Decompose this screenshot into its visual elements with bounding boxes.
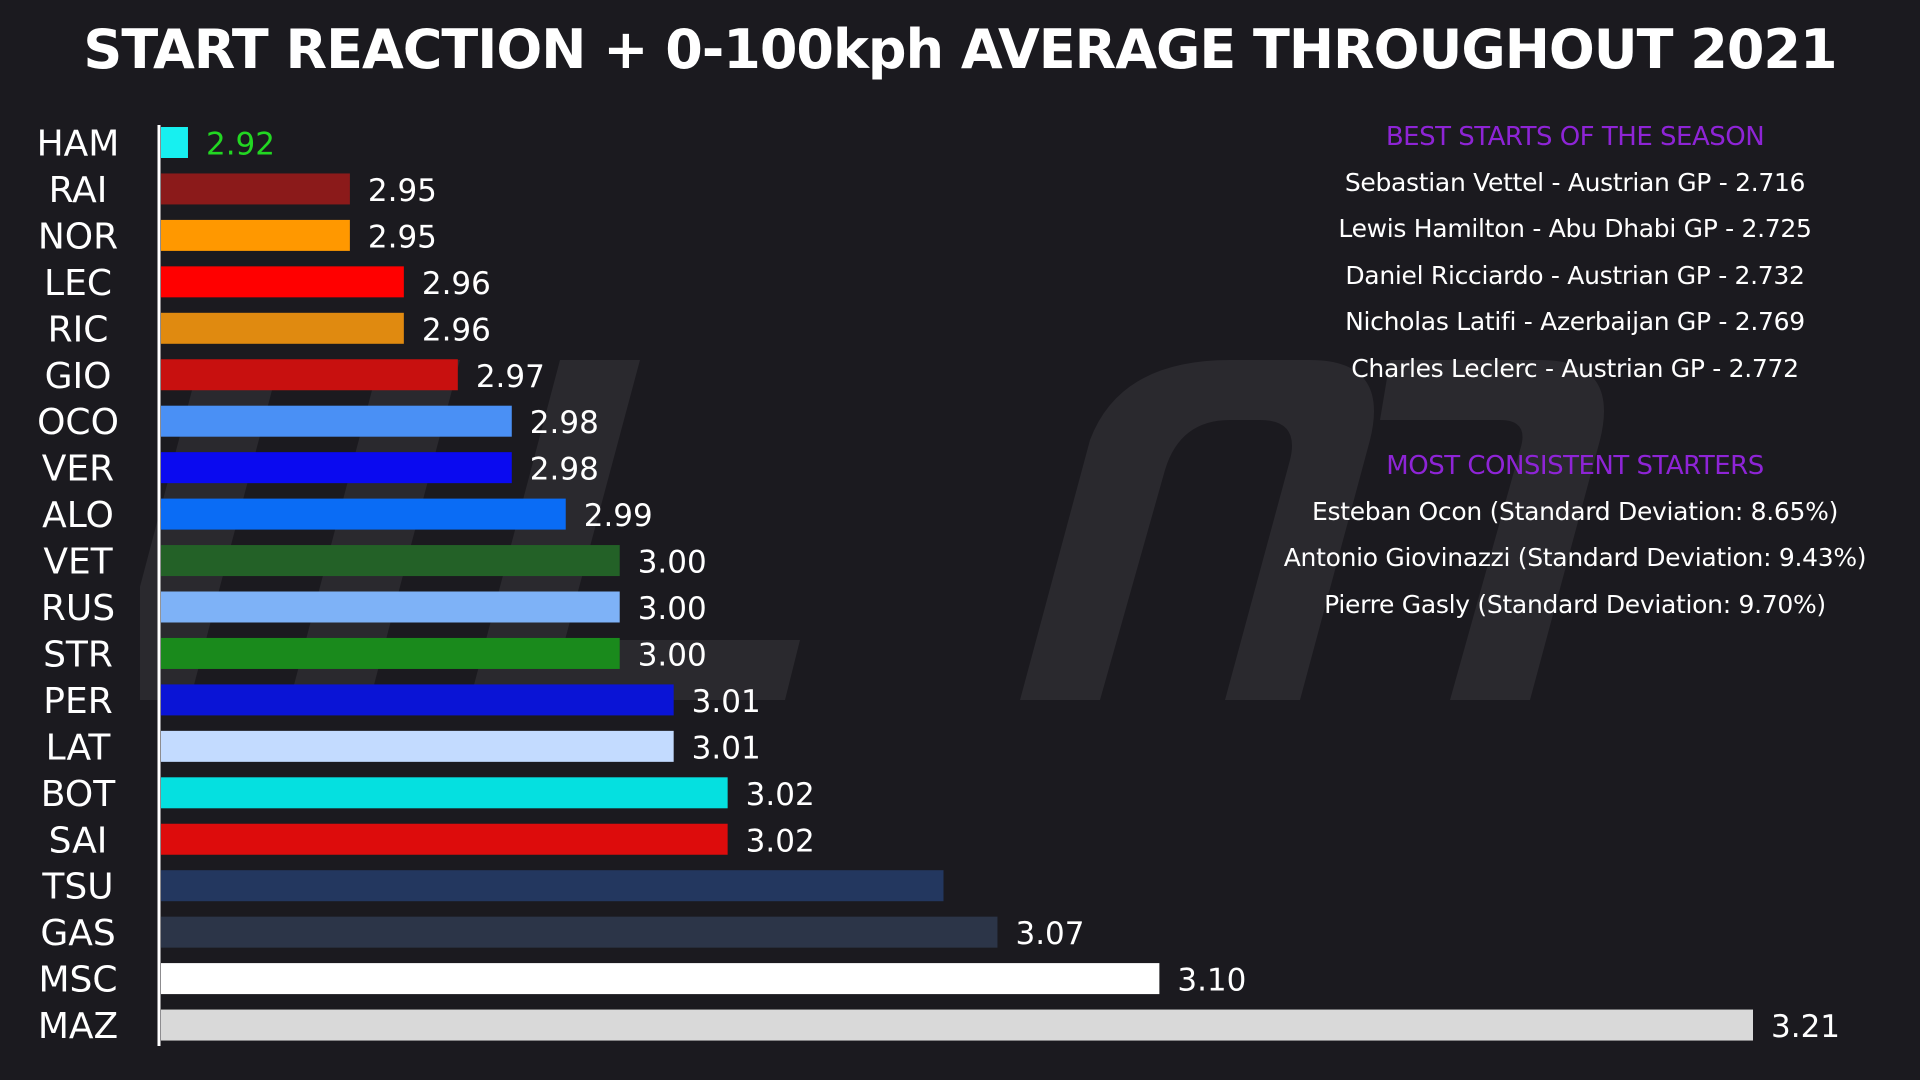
- best-start-item: Nicholas Latifi - Azerbaijan GP - 2.769: [1345, 307, 1805, 337]
- bar-per: [161, 684, 674, 716]
- value-label: 3.21: [1771, 1009, 1840, 1045]
- value-label: 2.97: [476, 359, 545, 395]
- category-label: RUS: [41, 588, 115, 629]
- bar-maz: [161, 1009, 1753, 1041]
- bar-tsu: [161, 870, 944, 902]
- category-label: GIO: [45, 356, 112, 397]
- consistent-starter-item: Esteban Ocon (Standard Deviation: 8.65%): [1311, 497, 1839, 526]
- category-label: STR: [43, 634, 113, 675]
- category-label: OCO: [37, 402, 119, 443]
- category-label: BOT: [41, 774, 116, 815]
- category-label: SAI: [49, 820, 108, 861]
- consistent-starter-item: Antonio Giovinazzi (Standard Deviation: …: [1283, 543, 1867, 573]
- category-label: GAS: [40, 913, 115, 954]
- bar-ver: [161, 452, 512, 484]
- bar-rus: [161, 591, 620, 623]
- value-label: 3.01: [692, 730, 761, 766]
- best-start-item: Daniel Ricciardo - Austrian GP - 2.732: [1345, 260, 1805, 290]
- bar-gas: [161, 916, 998, 948]
- category-label: RAI: [49, 170, 108, 211]
- bar-vet: [161, 545, 620, 577]
- value-label: 3.02: [746, 777, 815, 813]
- bar-alo: [161, 498, 566, 530]
- best-start-item: Lewis Hamilton - Abu Dhabi GP - 2.725: [1338, 214, 1812, 244]
- category-label: MSC: [38, 960, 117, 1001]
- bar-bot: [161, 777, 728, 809]
- value-label: 3.07: [1015, 916, 1084, 952]
- consistent-starter-item: Pierre Gasly (Standard Deviation: 9.70%): [1324, 589, 1826, 619]
- value-label: 2.99: [584, 498, 653, 534]
- category-label: ALO: [42, 495, 114, 536]
- consistent-starters-panel: MOST CONSISTENT STARTERS Esteban Ocon (S…: [1230, 443, 1920, 628]
- value-label: 3.02: [746, 823, 815, 859]
- best-starts-panel: BEST STARTS OF THE SEASON Sebastian Vett…: [1230, 114, 1920, 392]
- category-label: NOR: [38, 216, 118, 257]
- bar-sai: [161, 823, 728, 855]
- category-label: TSU: [41, 867, 113, 908]
- best-start-item: Sebastian Vettel - Austrian GP - 2.716: [1344, 168, 1806, 197]
- category-label: LAT: [46, 727, 112, 768]
- consistent-starters-heading: MOST CONSISTENT STARTERS: [1386, 451, 1764, 481]
- bar-str: [161, 637, 620, 669]
- category-label: LEC: [44, 263, 112, 304]
- value-label: 2.92: [206, 127, 275, 163]
- category-label: VET: [43, 542, 113, 583]
- bar-nor: [161, 219, 350, 251]
- bar-ham: [161, 127, 188, 158]
- bar-oco: [161, 405, 512, 437]
- bar-rai: [161, 173, 350, 205]
- value-label: 3.10: [1177, 963, 1246, 999]
- value-label: 3.00: [638, 637, 707, 673]
- bar-msc: [161, 963, 1160, 995]
- bar-ric: [161, 312, 404, 344]
- value-label: 2.96: [422, 312, 491, 348]
- best-start-item: Charles Leclerc - Austrian GP - 2.772: [1351, 353, 1799, 383]
- bar-gio: [161, 359, 458, 391]
- value-label: 3.00: [638, 591, 707, 627]
- value-label: 2.98: [530, 452, 599, 488]
- value-label: 3.01: [692, 684, 761, 720]
- bar-lat: [161, 730, 674, 762]
- category-label: RIC: [48, 309, 109, 350]
- category-label: PER: [43, 681, 112, 722]
- best-starts-heading: BEST STARTS OF THE SEASON: [1385, 122, 1765, 152]
- category-label: VER: [42, 449, 114, 490]
- category-label: MAZ: [38, 1006, 118, 1047]
- category-label: HAM: [37, 124, 120, 165]
- value-label: 2.95: [368, 173, 437, 209]
- bar-lec: [161, 266, 404, 298]
- value-label: 2.98: [530, 405, 599, 441]
- value-label: 2.96: [422, 266, 491, 302]
- value-label: 3.00: [638, 545, 707, 581]
- chart-title: START REACTION + 0-100kph AVERAGE THROUG…: [83, 18, 1837, 81]
- value-label: 2.95: [368, 219, 437, 255]
